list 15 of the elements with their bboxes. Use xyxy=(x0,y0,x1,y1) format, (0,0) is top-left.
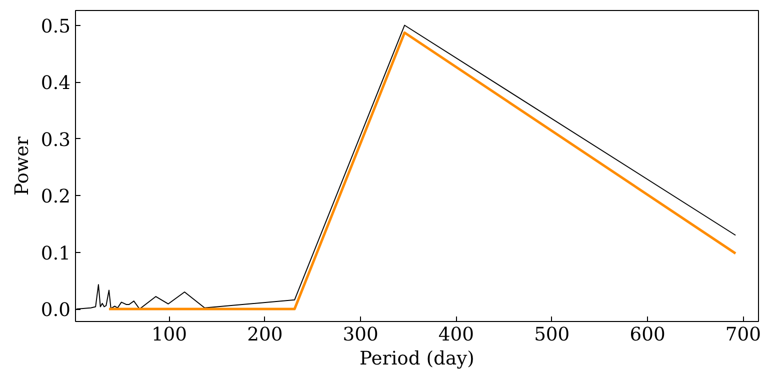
y-tick-label: 0.1 xyxy=(40,243,70,264)
y-tick-label: 0.4 xyxy=(40,73,70,94)
x-tick-label: 400 xyxy=(438,324,474,346)
y-axis-title: Power xyxy=(12,136,33,196)
y-tick-label: 0.5 xyxy=(40,16,70,38)
x-tick-label: 300 xyxy=(342,324,378,346)
x-tick-label: 600 xyxy=(630,324,666,346)
x-tick-label: 100 xyxy=(151,324,188,346)
x-tick-label: 500 xyxy=(534,324,570,346)
y-tick-label: 0.3 xyxy=(40,130,70,151)
x-tick-label: 700 xyxy=(725,324,761,346)
y-tick-label: 0.2 xyxy=(40,186,70,208)
x-tick-label: 200 xyxy=(247,324,283,346)
x-axis-title: Period (day) xyxy=(360,348,474,370)
y-tick-label: 0.0 xyxy=(40,300,70,322)
